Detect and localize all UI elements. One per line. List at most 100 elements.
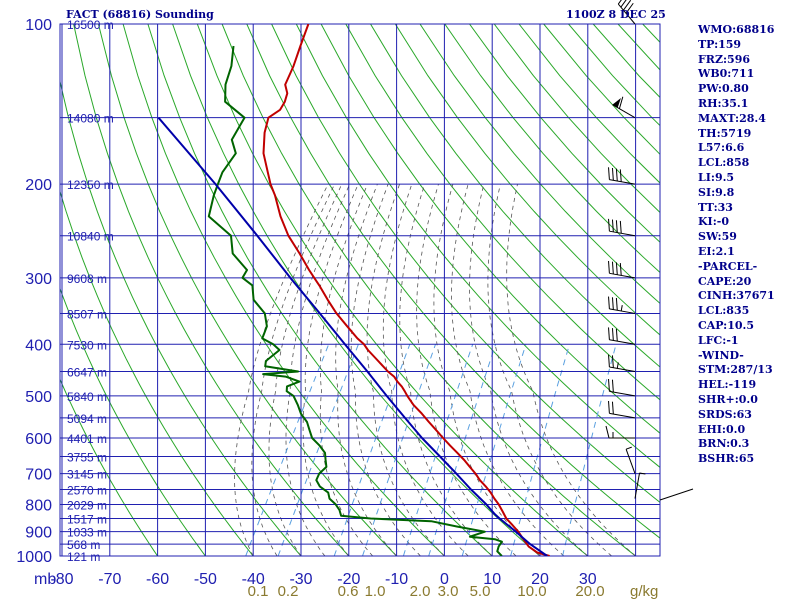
wind-barb-full — [611, 167, 614, 181]
wind-barb-staff — [609, 272, 636, 279]
wind-barb-full — [623, 0, 632, 11]
dry-adiabat-line — [60, 378, 159, 556]
index-item: LI:9.5 — [698, 170, 735, 184]
wind-barb-full — [608, 296, 610, 309]
wind-barb-half — [625, 446, 632, 450]
pressure-unit-label: mb — [34, 571, 56, 588]
moist-adiabat-line — [366, 183, 445, 556]
pressure-tick-label: 100 — [25, 17, 52, 34]
pressure-tick-label: 900 — [25, 525, 52, 542]
height-label: 16500 m — [67, 18, 114, 32]
index-item: WMO:68816 — [698, 23, 775, 36]
wind-barb-staff — [609, 308, 636, 314]
wind-barb — [608, 167, 636, 185]
index-item: HEL:-119 — [698, 378, 757, 392]
index-item: CAP:10.5 — [698, 318, 755, 332]
moist-adiabat-line — [506, 184, 636, 556]
dry-adiabat-line — [394, 24, 660, 336]
pressure-tick-label: 400 — [25, 337, 52, 354]
moist-adiabat-line — [234, 183, 329, 556]
index-item: -WIND- — [698, 348, 744, 362]
wind-barb-full — [615, 220, 618, 233]
index-item: EHI:0.0 — [698, 422, 746, 436]
profiles — [157, 24, 550, 556]
index-item: WB0:711 — [698, 67, 755, 81]
pressure-tick-label: 500 — [25, 389, 52, 406]
wind-barb-half — [620, 305, 623, 312]
temperature-tick-label: -20 — [337, 571, 360, 588]
pressure-tick-label: 1000 — [16, 549, 52, 566]
index-item: FRZ:596 — [698, 52, 751, 66]
wind-barb-pennant — [612, 98, 621, 108]
wind-barb — [608, 260, 636, 279]
temperature-tick-label: 0 — [440, 571, 449, 588]
index-item: CINH:37671 — [698, 289, 775, 303]
index-item: SHR+:0.0 — [698, 392, 758, 406]
height-label: 568 m — [67, 538, 100, 552]
mixing-ratio-tick-label: 2.0 — [410, 583, 431, 600]
mixing-ratio-tick-label: 0.6 — [338, 583, 359, 600]
mixing-ratio-line — [277, 344, 359, 556]
index-item: SW:59 — [698, 230, 737, 244]
index-item: SI:9.8 — [698, 185, 735, 199]
wind-barb-full — [617, 0, 622, 5]
wind-barb — [608, 296, 636, 314]
wind-barb-staff — [609, 390, 636, 397]
wind-barb-full — [619, 169, 622, 182]
moist-adiabat-line — [416, 183, 517, 556]
wind-barb-full — [618, 96, 624, 109]
pressure-tick-label: 600 — [25, 431, 52, 448]
moist-adiabat-line — [350, 183, 421, 556]
index-item: -PARCEL- — [698, 259, 758, 273]
temperature-tick-label: -70 — [98, 571, 121, 588]
indices-panel: WMO:68816 TP:159 FRZ:596 WB0:711 PW:0.80 RH:3… — [698, 23, 775, 467]
index-item: L57:6.6 — [698, 141, 745, 155]
temperature-tick-label: 20 — [531, 571, 549, 588]
index-item: MAXT:28.4 — [698, 111, 766, 125]
temperature-tick-label: -50 — [194, 571, 217, 588]
mixing-ratio-tick-label: 3.0 — [438, 583, 459, 600]
wind-barb — [605, 425, 635, 439]
wind-barb-staff — [625, 448, 636, 474]
index-item: LFC:-1 — [698, 333, 739, 347]
wind-barb-full — [611, 379, 614, 393]
index-item: CAPE:20 — [698, 274, 752, 288]
temperature-tick-label: -80 — [50, 571, 73, 588]
station-title: FACT (68816) Sounding — [66, 8, 214, 21]
wind-barb — [608, 327, 636, 345]
temperature-line — [262, 24, 550, 556]
wind-barb-staff — [617, 3, 636, 25]
wind-barb-half — [616, 362, 619, 369]
temperature-tick-label: -40 — [242, 571, 265, 588]
wind-barb-full — [608, 327, 610, 340]
height-label: 14080 m — [67, 112, 114, 126]
wind-barb-full — [619, 263, 622, 276]
temperature-tick-label: -60 — [146, 571, 169, 588]
moist-adiabat-line — [285, 183, 351, 556]
wind-barb-full — [615, 328, 618, 342]
wind-barb-staff — [659, 488, 694, 501]
wind-barb-full — [615, 297, 618, 311]
dry-adiabat-line — [320, 24, 660, 434]
temperature-tick-label: 30 — [579, 571, 597, 588]
wind-barb-full — [608, 354, 610, 368]
moist-adiabat-line — [335, 183, 397, 556]
dry-adiabat-line — [122, 24, 446, 556]
mixing-ratio-tick-label: 5.0 — [470, 583, 491, 600]
moist-adiabat-line — [319, 183, 374, 556]
wind-barb-full — [611, 355, 614, 368]
wind-barb-full — [608, 400, 610, 414]
index-item: LCL:835 — [698, 304, 750, 318]
wind-barb — [608, 218, 636, 237]
wind-barb-full — [620, 0, 627, 8]
mixing-ratio-tick-label: 0.1 — [248, 583, 269, 600]
dry-adiabats — [60, 24, 660, 556]
dry-adiabat-line — [147, 24, 493, 556]
height-label: 2570 m — [67, 484, 107, 498]
wind-barb-full — [611, 297, 614, 310]
height-label: 9608 m — [67, 272, 107, 286]
index-item: TP:159 — [698, 37, 742, 51]
height-label: 2029 m — [67, 498, 107, 512]
